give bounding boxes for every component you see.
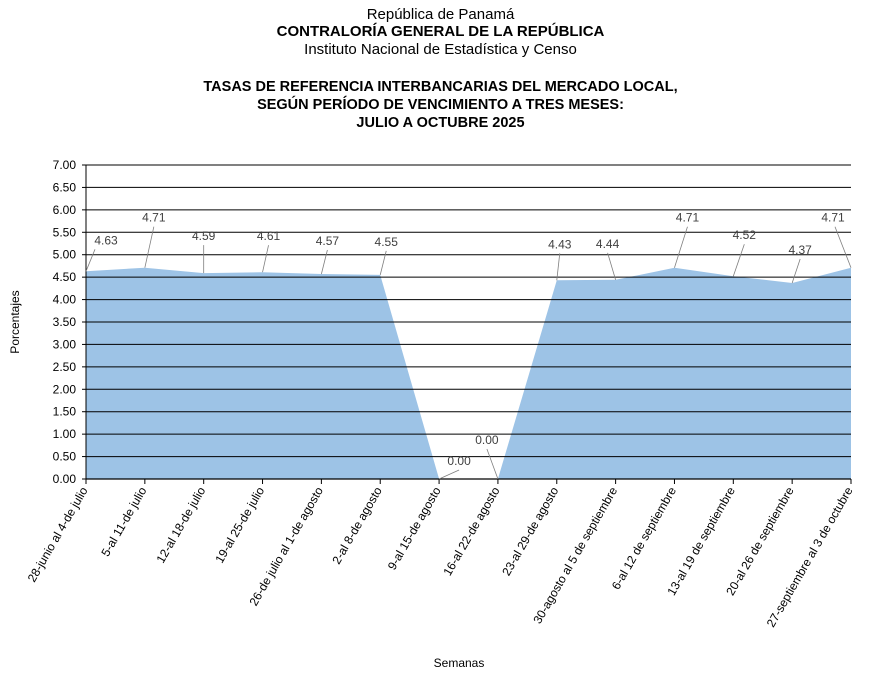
y-tick-label: 2.50	[53, 360, 77, 374]
data-label-leader	[732, 244, 745, 277]
data-label-leader	[379, 250, 387, 275]
y-tick-label: 2.00	[53, 382, 77, 396]
y-tick-label: 5.00	[53, 248, 77, 262]
x-tick-label: 2-al 8-de agosto	[329, 484, 385, 566]
y-axis-title: Porcentajes	[8, 290, 22, 353]
y-tick-label: 3.00	[53, 337, 77, 351]
x-tick-label: 19-al 25-de julio	[212, 484, 267, 565]
data-label: 4.71	[821, 211, 845, 225]
data-label: 4.57	[316, 234, 340, 248]
data-label: 4.63	[94, 233, 118, 247]
y-tick-label: 5.50	[53, 225, 77, 239]
x-tick-label: 28-junio al 4-de julio	[25, 484, 91, 584]
chart-title-line-2: SEGÚN PERÍODO DE VENCIMIENTO A TRES MESE…	[257, 97, 624, 113]
y-tick-label: 0.00	[53, 472, 77, 486]
data-label: 4.59	[192, 229, 216, 243]
y-tick-label: 4.00	[53, 293, 77, 307]
y-tick-label: 0.50	[53, 450, 77, 464]
y-tick-label: 3.50	[53, 315, 77, 329]
y-tick-label: 6.00	[53, 203, 77, 217]
x-tick-label: 20-al 26 de septiembre	[723, 484, 797, 598]
x-tick-label: 5-al 11-de julio	[98, 484, 149, 559]
data-label: 4.71	[142, 211, 166, 225]
header-institution: CONTRALORÍA GENERAL DE LA REPÚBLICA	[276, 23, 605, 40]
y-tick-label: 4.50	[53, 270, 77, 284]
x-tick-label: 16-al 22-de agosto	[440, 484, 502, 578]
x-tick-label: 12-al 18-de julio	[153, 484, 208, 565]
data-label: 0.00	[475, 433, 499, 447]
data-label: 4.61	[257, 229, 281, 243]
data-label: 0.00	[447, 454, 471, 468]
x-tick-label: 6-al 12 de septiembre	[609, 484, 679, 592]
data-label-leader	[674, 226, 688, 268]
y-tick-label: 1.50	[53, 405, 77, 419]
data-label-leader	[320, 249, 328, 275]
chart-title-line-3: JULIO A OCTUBRE 2025	[356, 115, 525, 131]
data-label: 4.55	[375, 235, 399, 249]
data-label-leader	[791, 258, 801, 284]
data-label-leader	[486, 448, 499, 480]
x-tick-label: 9-al 15-de agosto	[385, 484, 444, 572]
data-label-leader	[262, 245, 269, 273]
data-label-leader	[607, 252, 616, 280]
data-label: 4.37	[788, 243, 812, 257]
header-institute: Instituto Nacional de Estadística y Cens…	[304, 41, 577, 58]
area-series	[86, 267, 851, 479]
data-label: 4.44	[596, 237, 620, 251]
y-tick-label: 7.00	[53, 158, 77, 172]
data-label: 4.43	[548, 237, 572, 251]
data-label-leader	[85, 249, 96, 272]
y-tick-label: 6.50	[53, 180, 77, 194]
data-label-leader	[556, 253, 561, 281]
data-label: 4.71	[676, 211, 700, 225]
chart-title-line-1: TASAS DE REFERENCIA INTERBANCARIAS DEL M…	[203, 79, 678, 95]
x-axis-title: Semanas	[434, 656, 485, 670]
header-country: República de Panamá	[366, 6, 515, 23]
data-label-leader	[438, 469, 460, 480]
data-label-leader	[144, 226, 155, 268]
x-tick-label: 13-al 19 de septiembre	[664, 484, 738, 598]
x-tick-label: 23-al 29-de agosto	[499, 484, 561, 578]
data-label-leader	[834, 226, 852, 268]
data-label: 4.52	[733, 228, 757, 242]
y-tick-label: 1.00	[53, 427, 77, 441]
